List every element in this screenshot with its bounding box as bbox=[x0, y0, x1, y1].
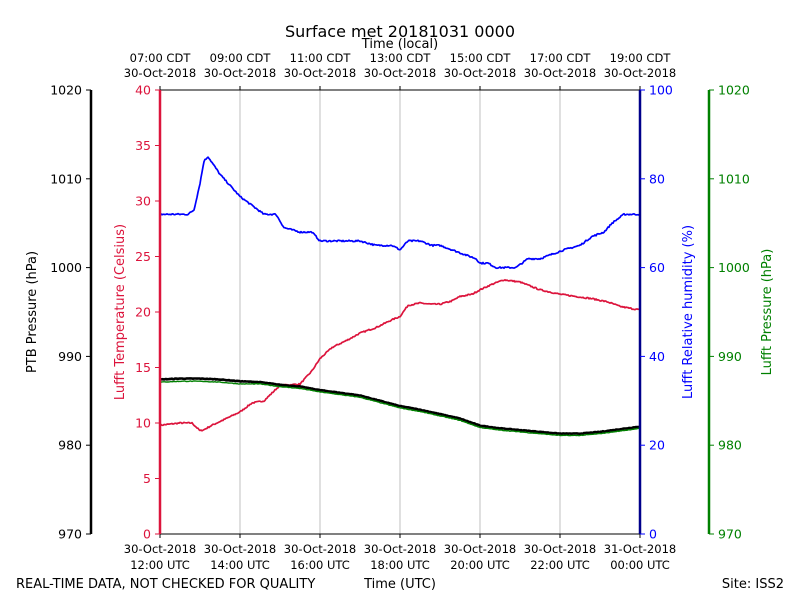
ptb-pressure-tick-label: 1010 bbox=[50, 171, 82, 186]
bottom-axis-label: Time (UTC) bbox=[363, 577, 436, 592]
humidity-axis-label: Lufft Relative humidity (%) bbox=[681, 225, 696, 399]
x-tick-label-time: 22:00 UTC bbox=[530, 558, 590, 572]
temperature-tick-label: 5 bbox=[143, 471, 151, 486]
ptb-pressure-tick-label: 1020 bbox=[50, 83, 82, 98]
temperature-tick-label: 20 bbox=[135, 305, 151, 320]
x-tick-label-time: 16:00 UTC bbox=[290, 558, 350, 572]
x-tick-label-time: 20:00 UTC bbox=[450, 558, 510, 572]
ptb-pressure-tick-label: 970 bbox=[58, 527, 82, 542]
ptb-pressure-tick-label: 990 bbox=[58, 349, 82, 364]
top-tick-label-date: 30-Oct-2018 bbox=[204, 66, 276, 80]
x-tick-label-time: 18:00 UTC bbox=[370, 558, 430, 572]
x-tick-label-date: 31-Oct-2018 bbox=[604, 542, 676, 556]
temperature-tick-label: 10 bbox=[135, 416, 151, 431]
top-tick-label-time: 09:00 CDT bbox=[210, 51, 272, 65]
top-tick-label-date: 30-Oct-2018 bbox=[444, 66, 516, 80]
series-lines bbox=[159, 156, 641, 437]
temperature-tick-label: 25 bbox=[135, 249, 151, 264]
lufft-pressure-tick-label: 990 bbox=[718, 349, 742, 364]
ptb-pressure-axis-label: PTB Pressure (hPa) bbox=[25, 251, 40, 373]
lufft-pressure-tick-label: 1020 bbox=[718, 83, 750, 98]
lufft-pressure-axis-label: Lufft Pressure (hPa) bbox=[760, 249, 775, 376]
x-tick-label-date: 30-Oct-2018 bbox=[444, 542, 516, 556]
temperature-tick-label: 35 bbox=[135, 138, 151, 153]
top-tick-label-time: 19:00 CDT bbox=[610, 51, 672, 65]
x-tick-label-time: 14:00 UTC bbox=[210, 558, 270, 572]
chart-title: Surface met 20181031 0000 bbox=[285, 22, 515, 41]
top-tick-label-date: 30-Oct-2018 bbox=[284, 66, 356, 80]
ptb-pressure-tick-label: 980 bbox=[58, 438, 82, 453]
humidity-tick-label: 0 bbox=[649, 527, 657, 542]
lufft-pressure-tick-label: 1010 bbox=[718, 171, 750, 186]
lufft-pressure-tick-label: 980 bbox=[718, 438, 742, 453]
ptb-pressure-tick-label: 1000 bbox=[50, 260, 82, 275]
top-tick-label-date: 30-Oct-2018 bbox=[364, 66, 436, 80]
lufft-pressure-tick-label: 970 bbox=[718, 527, 742, 542]
lufft-pressure-line bbox=[159, 380, 640, 437]
ptb-pressure-line bbox=[159, 377, 641, 436]
top-tick-label-time: 11:00 CDT bbox=[290, 51, 352, 65]
top-tick-label-date: 30-Oct-2018 bbox=[604, 66, 676, 80]
temperature-axis-label: Lufft Temperature (Celsius) bbox=[113, 224, 128, 400]
x-tick-label-date: 30-Oct-2018 bbox=[204, 542, 276, 556]
x-tick-label-date: 30-Oct-2018 bbox=[364, 542, 436, 556]
humidity-tick-label: 20 bbox=[649, 438, 665, 453]
x-tick-label-time: 00:00 UTC bbox=[610, 558, 670, 572]
humidity-tick-label: 60 bbox=[649, 260, 665, 275]
top-axis-label: Time (local) bbox=[361, 37, 438, 52]
lufft-relative-humidity-line bbox=[160, 156, 641, 270]
temperature-tick-label: 30 bbox=[135, 194, 151, 209]
site-label: Site: ISS2 bbox=[722, 577, 784, 592]
humidity-tick-label: 100 bbox=[649, 83, 673, 98]
humidity-tick-label: 80 bbox=[649, 171, 665, 186]
temperature-tick-label: 0 bbox=[143, 527, 151, 542]
top-tick-label-time: 15:00 CDT bbox=[450, 51, 512, 65]
top-tick-label-date: 30-Oct-2018 bbox=[524, 66, 596, 80]
x-tick-label-date: 30-Oct-2018 bbox=[124, 542, 196, 556]
top-tick-label-time: 17:00 CDT bbox=[530, 51, 592, 65]
humidity-tick-label: 40 bbox=[649, 349, 665, 364]
top-tick-label-date: 30-Oct-2018 bbox=[124, 66, 196, 80]
x-tick-label-date: 30-Oct-2018 bbox=[284, 542, 356, 556]
grid-lines bbox=[239, 90, 561, 534]
top-tick-label-time: 07:00 CDT bbox=[130, 51, 192, 65]
lufft-temperature-line bbox=[159, 278, 641, 432]
x-tick-label-date: 30-Oct-2018 bbox=[524, 542, 596, 556]
top-tick-label-time: 13:00 CDT bbox=[370, 51, 432, 65]
axis-ticks: 30-Oct-2018 12:00 UTC 30-Oct-2018 14:00 UTC… bbox=[50, 51, 750, 572]
lufft-pressure-tick-label: 1000 bbox=[718, 260, 750, 275]
x-tick-label-time: 12:00 UTC bbox=[130, 558, 190, 572]
quality-disclaimer: REAL-TIME DATA, NOT CHECKED FOR QUALITY bbox=[16, 577, 315, 592]
temperature-tick-label: 15 bbox=[135, 360, 151, 375]
temperature-tick-label: 40 bbox=[135, 83, 151, 98]
